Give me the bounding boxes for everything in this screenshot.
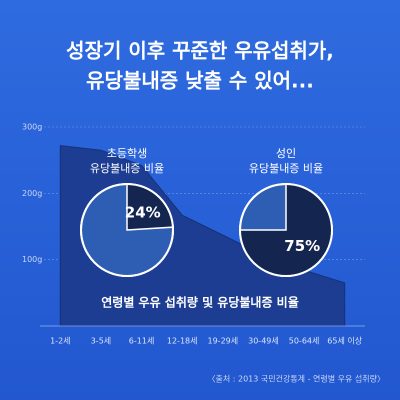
pie-label: 유당불내증 비율 [90,162,164,175]
subtitle: 연령별 우유 섭취량 및 유당불내증 비율 [101,295,299,310]
x-tick-label: 3-5세 [91,337,111,346]
x-tick-label: 65세 이상 [327,336,362,346]
x-tick-label: 30-49세 [248,337,279,346]
title-line: 유당불내증 낮출 수 있어... [86,69,314,93]
pie-border [80,183,174,277]
pie-label: 초등학생 [107,147,147,160]
title-line: 성장기 이후 꾸준한 우유섭취가, [66,39,334,63]
x-tick-label: 6-11세 [129,337,155,346]
pie-label: 성인 [276,147,296,160]
pie-border [239,183,333,277]
pie-value-label: 24% [125,204,161,222]
x-tick-label: 12-18세 [167,337,198,346]
x-tick-label: 50-64세 [289,337,320,346]
pie-label: 유당불내증 비율 [249,162,323,175]
x-tick-label: 19-29세 [208,337,239,346]
x-tick-label: 1-2세 [50,337,70,346]
y-tick-label: 100g [22,255,42,264]
source: 〈출처 : 2013 국민건강통계 - 연령별 우유 섭취량〉 [207,374,385,384]
y-tick-label: 200g [22,189,42,198]
y-tick-label: 300g [22,123,42,132]
pie-value-label: 75% [284,237,320,255]
